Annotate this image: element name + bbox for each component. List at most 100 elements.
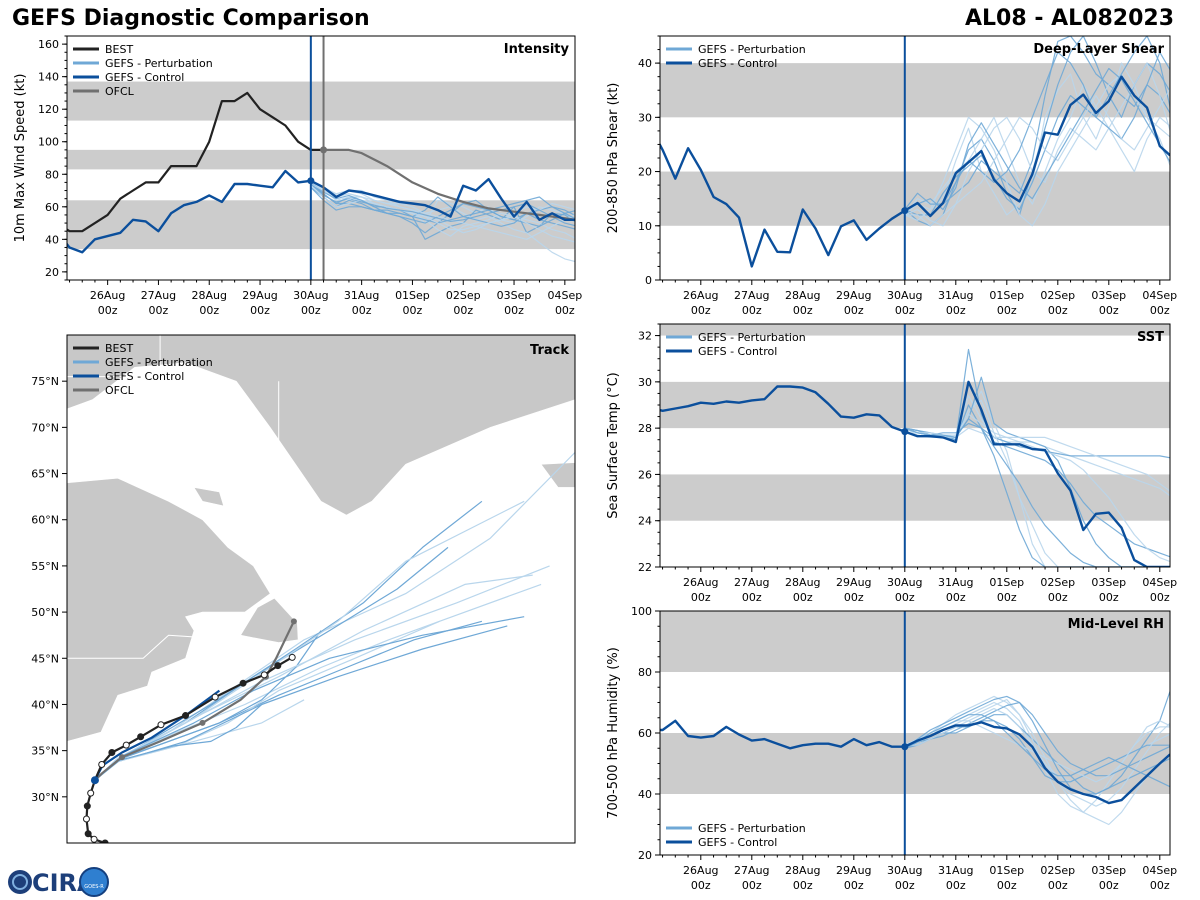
province-border: [67, 634, 237, 659]
sst-xtick-label: 01Sep: [989, 576, 1024, 589]
sst-xtick-label: 04Sep: [1142, 576, 1177, 589]
track-ytick-label: 55°N: [31, 560, 59, 573]
shear-plot-area: [660, 36, 1170, 280]
rh-xtick-sublabel: 00z: [895, 879, 915, 892]
rh-xtick-label: 03Sep: [1091, 864, 1126, 877]
track-ofcl-point: [199, 719, 206, 726]
sst-member-line: [904, 404, 1170, 567]
track-best-point: [98, 760, 106, 768]
intensity-ytick-label: 140: [38, 71, 59, 84]
track-ytick-label: 35°N: [31, 745, 59, 758]
intensity-member-line: [310, 181, 575, 243]
intensity-xtick-label: 31Aug: [344, 289, 379, 302]
sst-xtick-label: 31Aug: [938, 576, 973, 589]
intensity-xtick-label: 26Aug: [90, 289, 125, 302]
shear-xtick-label: 27Aug: [734, 289, 769, 302]
shear-control-line: [660, 75, 1170, 268]
sst-legend-label: GEFS - Control: [698, 345, 777, 358]
track-ytick-label: 50°N: [31, 606, 59, 619]
shear-legend-label: GEFS - Perturbation: [698, 43, 806, 56]
rh-legend-label: GEFS - Perturbation: [698, 822, 806, 835]
shear-xtick-label: 04Sep: [1142, 289, 1177, 302]
track-plot-area: [67, 335, 575, 843]
intensity-member-line: [310, 181, 575, 227]
sst-band: [660, 474, 1170, 521]
cira-logo: CIRA GOES-R: [8, 867, 109, 897]
intensity-best-line: [67, 91, 324, 233]
cira-globe-icon: [8, 870, 32, 894]
rh-member-line: [904, 701, 1170, 777]
rh-ytick-label: 60: [638, 727, 652, 740]
track-ytick-label: 60°N: [31, 514, 59, 527]
intensity-legend-label: GEFS - Perturbation: [105, 57, 213, 70]
shear-xtick-sublabel: 00z: [793, 304, 813, 317]
shear-member-line: [904, 62, 1170, 227]
sst-panel: 22 24 26 28 30 32 26Aug 00z 27Aug 00z 28Aug 00z 29Au…: [606, 323, 1177, 604]
intensity-ytick-label: 40: [45, 233, 59, 246]
sst-panel-title: SST: [1137, 330, 1164, 345]
track-ofcl-point: [119, 754, 126, 761]
greenland-baffin-landmass: [67, 335, 575, 516]
shear-panel-title: Deep-Layer Shear: [1033, 42, 1164, 57]
rh-member-line: [904, 708, 1170, 807]
goes-logo-icon: [80, 868, 108, 896]
goes-logo-text: GOES-R: [84, 884, 104, 890]
intensity-xtick-label: 29Aug: [242, 289, 277, 302]
sst-ytick-label: 30: [638, 376, 652, 389]
sst-band: [660, 324, 1170, 336]
intensity-xtick-sublabel: 00z: [98, 304, 118, 317]
sst-xtick-sublabel: 00z: [793, 591, 813, 604]
shear-ytick-label: 20: [638, 166, 652, 179]
track-best-point: [137, 733, 145, 741]
shear-ytick-label: 30: [638, 111, 652, 124]
intensity-xtick-label: 03Sep: [497, 289, 532, 302]
shear-member-line: [904, 36, 1170, 210]
sst-ytick-label: 28: [638, 422, 652, 435]
shear-xtick-label: 30Aug: [887, 289, 922, 302]
sst-legend-label: GEFS - Perturbation: [698, 331, 806, 344]
rh-xtick-label: 29Aug: [836, 864, 871, 877]
rh-ylabel: 700-500 hPa Humidity (%): [606, 647, 621, 819]
intensity-ytick-label: 20: [45, 266, 59, 279]
rh-xtick-label: 01Sep: [989, 864, 1024, 877]
intensity-xtick-sublabel: 00z: [301, 304, 321, 317]
intensity-ytick-label: 120: [38, 103, 59, 116]
rh-panel-title: Mid-Level RH: [1068, 617, 1164, 632]
track-best-point: [211, 693, 219, 701]
rh-xtick-label: 30Aug: [887, 864, 922, 877]
intensity-band: [67, 81, 575, 121]
track-best-point: [84, 830, 92, 838]
shear-ytick-label: 40: [638, 57, 652, 70]
shear-xtick-sublabel: 00z: [742, 304, 762, 317]
sst-frame: [659, 323, 1171, 568]
track-panel-title: Track: [530, 343, 569, 358]
shear-member-line: [904, 67, 1170, 211]
sst-xtick-sublabel: 00z: [691, 591, 711, 604]
sst-ytick-label: 22: [638, 561, 652, 574]
rh-panel: 20 40 60 80 100 26Aug 00z 27Aug 00z 28Aug 00z 29Aug…: [606, 605, 1177, 892]
track-ytick-label: 45°N: [31, 652, 59, 665]
track-best-point: [87, 789, 95, 797]
intensity-xtick-label: 04Sep: [547, 289, 582, 302]
intensity-legend-label: BEST: [105, 43, 133, 56]
shear-legend-label: GEFS - Control: [698, 57, 777, 70]
track-ytick-label: 40°N: [31, 698, 59, 711]
sst-band: [660, 381, 1170, 429]
intensity-ytick-label: 160: [38, 38, 59, 51]
intensity-xtick-label: 27Aug: [141, 289, 176, 302]
rh-member-line: [904, 695, 1170, 795]
shear-xtick-label: 31Aug: [938, 289, 973, 302]
intensity-panel-title: Intensity: [504, 42, 570, 57]
intensity-ytick-label: 100: [38, 136, 59, 149]
track-best-point: [83, 802, 91, 810]
intensity-member-line: [310, 186, 575, 234]
sst-xtick-label: 30Aug: [887, 576, 922, 589]
arctic-island: [193, 486, 225, 507]
rh-xtick-label: 31Aug: [938, 864, 973, 877]
sst-xtick-sublabel: 00z: [946, 591, 966, 604]
track-best-point: [274, 662, 282, 670]
